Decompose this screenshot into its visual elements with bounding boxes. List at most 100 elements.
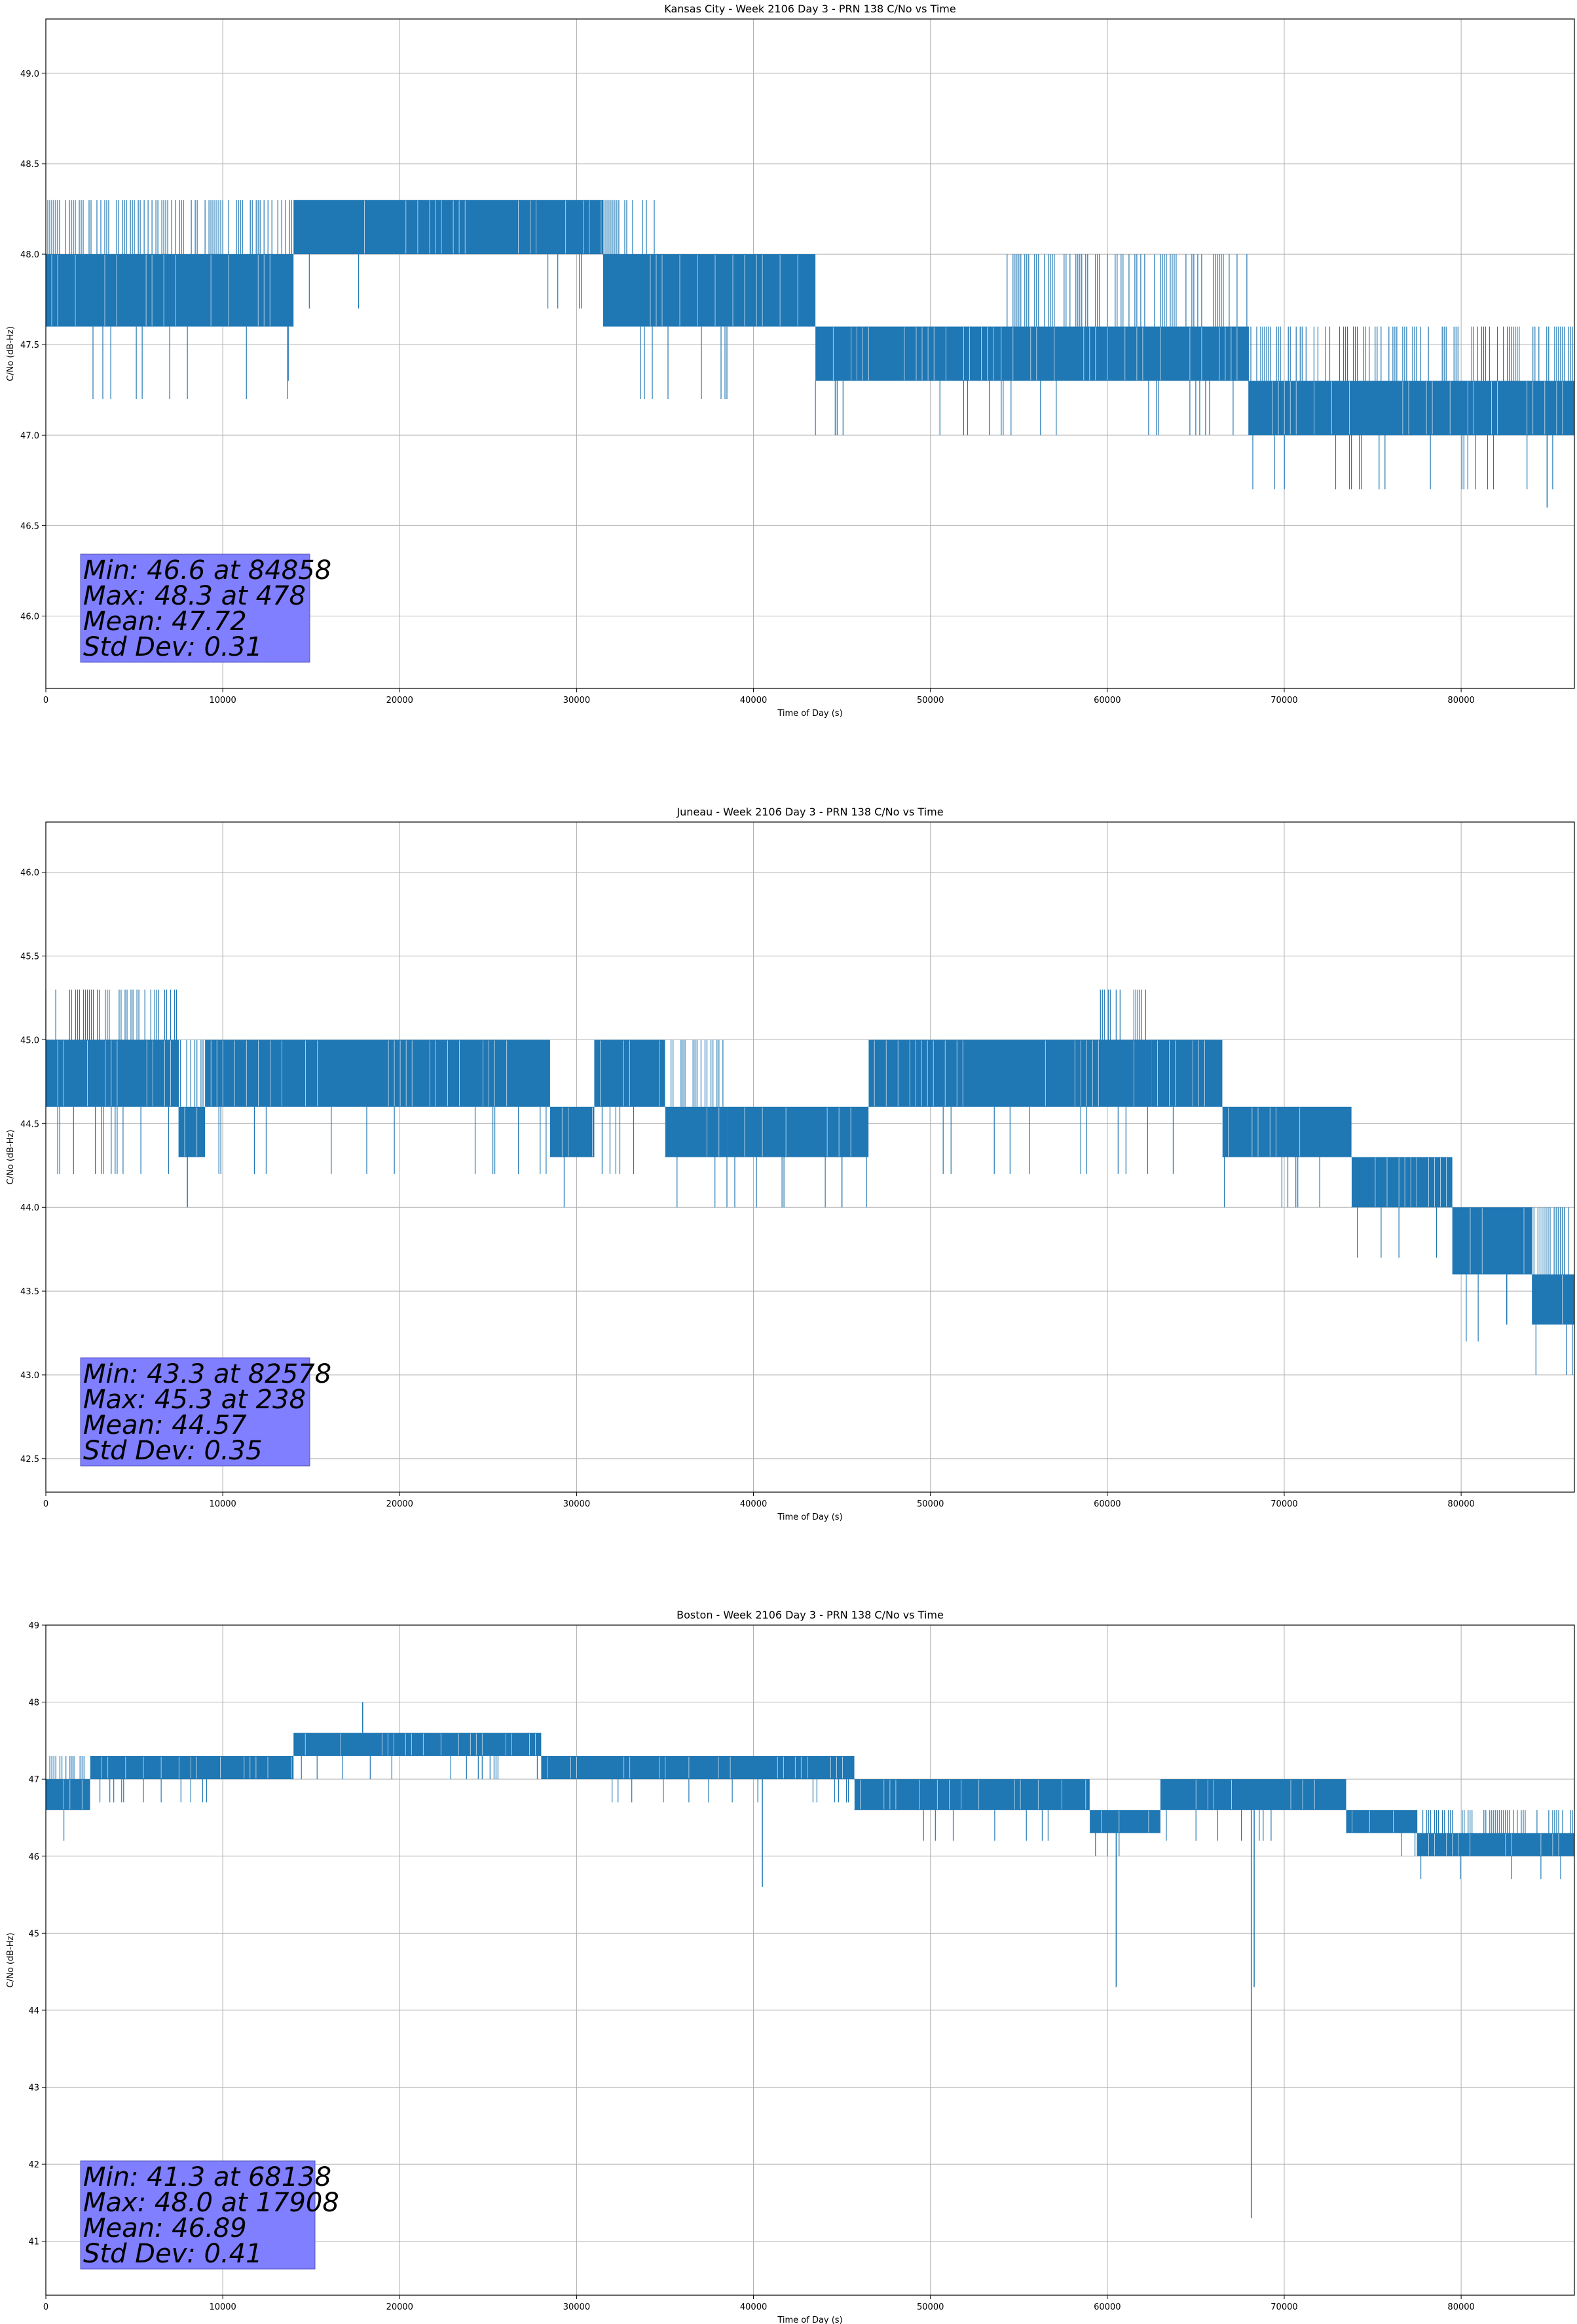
y-tick-label: 49 <box>28 1621 39 1631</box>
chart-panel-3 <box>42 1624 1575 2299</box>
signal-excursions <box>301 1755 538 1780</box>
y-tick-label: 43.5 <box>20 1287 39 1297</box>
x-tick-label: 10000 <box>209 1499 236 1509</box>
series-line <box>45 989 1574 1375</box>
x-tick-label: 70000 <box>1271 2302 1297 2312</box>
stats-line: Max: 48.3 at 478 <box>83 581 306 611</box>
y-tick-label: 49.0 <box>20 69 39 79</box>
plot-frame <box>45 821 1575 1493</box>
signal-band <box>1160 1779 1346 1810</box>
x-tick-label: 80000 <box>1447 696 1474 705</box>
signal-band <box>815 326 1001 381</box>
stats-line: Mean: 44.57 <box>83 1410 247 1440</box>
signal-band <box>1452 1207 1532 1275</box>
x-tick-label: 20000 <box>386 2302 413 2312</box>
y-tick-label: 46.0 <box>20 612 39 622</box>
signal-texture <box>656 255 798 326</box>
signal-excursions <box>923 1810 1048 1841</box>
signal-texture <box>1352 1810 1394 1833</box>
signal-texture <box>1157 1040 1205 1106</box>
signal-texture <box>184 1107 198 1157</box>
signal-band <box>1351 1157 1453 1208</box>
y-tick-label: 44.0 <box>20 1203 39 1213</box>
signal-excursions <box>1166 1810 1272 1841</box>
stats-box <box>80 2160 316 2270</box>
x-tick-label: 50000 <box>917 696 944 705</box>
signal-texture <box>210 1040 508 1106</box>
stats-line: Std Dev: 0.41 <box>83 2239 263 2269</box>
series-line <box>46 200 1574 508</box>
signal-texture <box>832 327 994 381</box>
signal-texture <box>561 1107 593 1157</box>
x-tick-label: 0 <box>43 2302 48 2312</box>
y-tick-label: 46.5 <box>20 521 39 531</box>
signal-texture <box>868 1040 1093 1106</box>
signal-band <box>205 1040 550 1107</box>
x-axis-label: Time of Day (s) <box>777 2315 842 2324</box>
y-tick-label: 48.0 <box>20 250 39 260</box>
signal-band <box>178 1106 206 1157</box>
y-tick-label: 42 <box>28 2160 39 2170</box>
signal-band <box>293 1733 542 1756</box>
y-tick-label: 46.0 <box>20 869 39 878</box>
y-tick-label: 46 <box>28 1852 39 1862</box>
x-tick-label: 60000 <box>1094 696 1121 705</box>
signal-band <box>293 200 603 255</box>
signal-band <box>727 1106 869 1157</box>
y-tick-label: 45.0 <box>20 1036 39 1045</box>
stats-line: Min: 41.3 at 68138 <box>83 2162 331 2192</box>
signal-texture <box>600 1040 659 1106</box>
signal-texture <box>744 1107 851 1157</box>
signal-texture <box>854 1780 1086 1810</box>
chart-title: Kansas City - Week 2106 Day 3 - PRN 138 … <box>664 3 955 15</box>
chart-panel-2 <box>42 821 1575 1496</box>
signal-texture <box>1089 1810 1149 1833</box>
series-line <box>45 1702 1574 2219</box>
signal-excursions <box>1417 1810 1573 1880</box>
signal-texture <box>51 255 270 326</box>
x-tick-label: 70000 <box>1271 696 1297 705</box>
stats-line: Mean: 47.72 <box>83 607 247 637</box>
signal-excursions <box>1250 326 1573 490</box>
signal-texture <box>1195 1780 1315 1810</box>
signal-band <box>541 1755 855 1780</box>
x-tick-label: 40000 <box>740 696 767 705</box>
signal-excursions <box>815 381 990 436</box>
signal-band <box>1417 1833 1574 1856</box>
signal-texture <box>1351 1157 1447 1207</box>
x-tick-label: 0 <box>43 696 48 705</box>
signal-excursions <box>612 1779 849 1803</box>
signal-band <box>868 1040 1099 1107</box>
stats-line: Min: 43.3 at 82578 <box>83 1359 331 1389</box>
x-tick-label: 60000 <box>1094 1499 1121 1509</box>
y-tick-label: 45 <box>28 1929 39 1939</box>
y-tick-label: 44.5 <box>20 1119 39 1129</box>
x-tick-label: 60000 <box>1094 2302 1121 2312</box>
signal-band <box>665 1106 728 1157</box>
x-axis-label: Time of Day (s) <box>777 709 842 719</box>
y-tick-label: 47.0 <box>20 431 39 441</box>
plot-frame <box>45 18 1575 689</box>
y-tick-label: 45.5 <box>20 952 39 962</box>
x-tick-label: 40000 <box>740 2302 767 2312</box>
y-tick-label: 44 <box>28 2006 39 2016</box>
signal-excursions <box>670 1040 724 1208</box>
x-tick-label: 10000 <box>209 696 236 705</box>
stats-line: Max: 48.0 at 17908 <box>83 2188 339 2218</box>
signal-band <box>854 1779 1090 1810</box>
signal-excursions <box>726 1157 867 1208</box>
signal-excursions <box>1095 1833 1120 1856</box>
signal-band <box>656 254 816 327</box>
signal-excursions <box>1223 1157 1320 1208</box>
chart-title: Juneau - Week 2106 Day 3 - PRN 138 C/No … <box>676 806 943 818</box>
signal-excursions <box>1531 1207 1573 1375</box>
signal-excursions <box>601 1106 635 1174</box>
x-tick-label: 80000 <box>1447 1499 1474 1509</box>
signal-band <box>549 1106 595 1157</box>
signal-band <box>1098 1040 1152 1107</box>
x-axis-label: Time of Day (s) <box>777 1512 842 1522</box>
y-tick-label: 47.5 <box>20 341 39 350</box>
x-tick-label: 10000 <box>209 2302 236 2312</box>
x-tick-label: 20000 <box>386 1499 413 1509</box>
